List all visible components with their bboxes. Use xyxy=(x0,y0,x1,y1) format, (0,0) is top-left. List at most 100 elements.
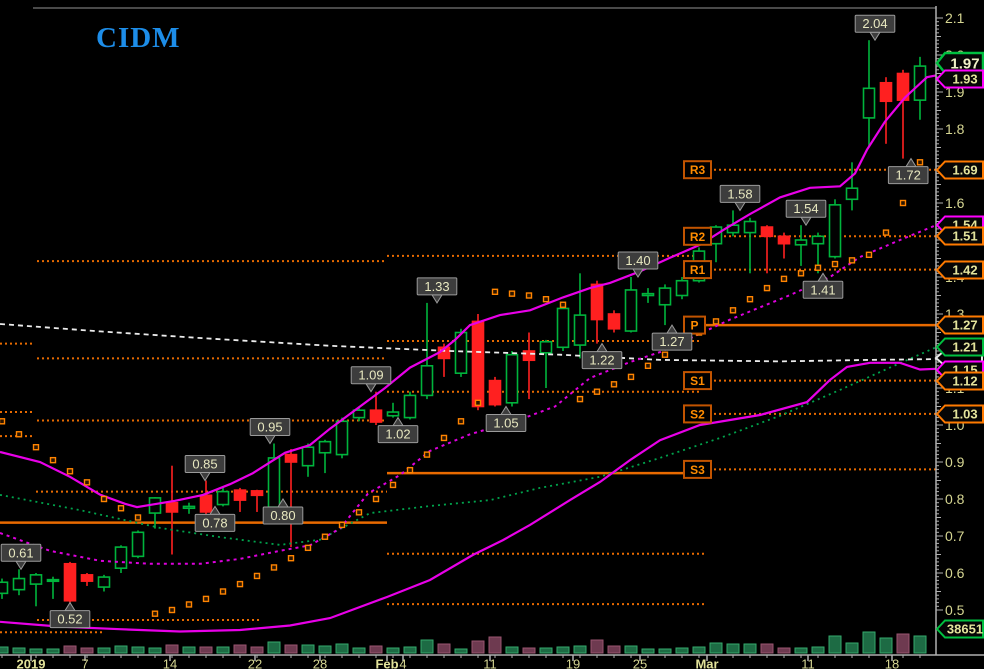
candle-body xyxy=(556,307,570,349)
candlestick[interactable] xyxy=(216,487,230,507)
callout-text: 0.80 xyxy=(270,508,295,523)
price-callout: 1.02 xyxy=(377,416,419,444)
candle-body xyxy=(352,409,366,419)
candlestick[interactable] xyxy=(709,225,723,263)
price-callout: 1.22 xyxy=(581,342,623,370)
volume-bar xyxy=(0,646,9,654)
volume-bar xyxy=(675,647,689,654)
date-label: 28 xyxy=(313,657,327,669)
candlestick[interactable] xyxy=(267,443,281,511)
price-callout: 1.33 xyxy=(416,277,458,304)
price-tag-1-21: 1.21 xyxy=(935,337,984,357)
candlestick[interactable] xyxy=(607,310,621,333)
volume-bar xyxy=(301,644,315,654)
candlestick[interactable] xyxy=(369,391,383,425)
callout-box xyxy=(617,251,659,270)
candlestick[interactable] xyxy=(675,277,689,300)
psar-dot xyxy=(576,395,584,403)
candlestick[interactable] xyxy=(828,199,842,259)
candlestick[interactable] xyxy=(505,351,519,407)
pivot-label-s1: S1 xyxy=(683,371,712,391)
candlestick[interactable] xyxy=(845,162,859,211)
psar-dot xyxy=(15,431,23,438)
candlestick[interactable] xyxy=(539,339,553,388)
candle-body xyxy=(318,440,332,454)
callout-pointer xyxy=(905,157,917,168)
candlestick[interactable] xyxy=(233,487,247,512)
candlestick[interactable] xyxy=(794,225,808,266)
candlestick[interactable] xyxy=(63,561,77,603)
candlestick[interactable] xyxy=(97,574,111,592)
candlestick[interactable] xyxy=(12,569,26,596)
candlestick[interactable] xyxy=(624,277,638,333)
candlestick[interactable] xyxy=(743,217,757,274)
callout-box xyxy=(719,184,761,203)
candlestick[interactable] xyxy=(131,530,145,559)
candlestick[interactable] xyxy=(454,328,468,377)
volume-bar xyxy=(437,643,451,654)
candlestick[interactable] xyxy=(301,443,315,477)
callout-box xyxy=(194,513,236,532)
candlestick[interactable] xyxy=(471,314,485,411)
candlestick[interactable] xyxy=(862,40,876,148)
psar-dot xyxy=(899,199,907,207)
psar-dot xyxy=(117,505,125,512)
psar-dot xyxy=(780,275,788,283)
volume-bar xyxy=(471,640,485,654)
candlestick[interactable] xyxy=(760,225,774,274)
volume-bar xyxy=(80,647,94,654)
price-tag-shape xyxy=(935,315,984,335)
candle-body xyxy=(760,226,774,238)
candle-body xyxy=(794,239,808,246)
candlestick[interactable] xyxy=(386,402,400,418)
price-tag-text: 1.97 xyxy=(950,56,979,73)
psar-dot xyxy=(729,307,737,314)
candlestick[interactable] xyxy=(573,273,587,359)
pivot-label-box xyxy=(683,226,712,246)
candlestick[interactable] xyxy=(777,232,791,259)
callout-pointer xyxy=(666,324,678,334)
symbol-title: CIDM xyxy=(96,22,181,54)
candlestick[interactable] xyxy=(80,573,94,586)
candlestick[interactable] xyxy=(0,578,9,599)
callout-text: 1.22 xyxy=(589,353,614,368)
candlestick[interactable] xyxy=(182,502,196,514)
candlestick[interactable] xyxy=(250,489,264,512)
candlestick[interactable] xyxy=(46,576,60,599)
candlestick[interactable] xyxy=(488,376,502,407)
candlestick[interactable] xyxy=(199,480,213,516)
candle-body xyxy=(403,394,417,419)
candlestick[interactable] xyxy=(896,69,910,159)
candlestick[interactable] xyxy=(165,465,179,555)
callout-box xyxy=(887,166,929,185)
price-tag-shape xyxy=(935,337,984,357)
candlestick[interactable] xyxy=(284,449,298,548)
pivot-label-r3: R3 xyxy=(683,160,712,180)
candlestick[interactable] xyxy=(29,573,43,607)
price-callout: 1.05 xyxy=(485,405,527,432)
volume-bar xyxy=(709,642,723,654)
candlestick[interactable] xyxy=(352,406,366,422)
candlestick[interactable] xyxy=(556,306,570,351)
volume-bar xyxy=(539,647,553,654)
candlestick[interactable] xyxy=(879,77,893,144)
candlestick[interactable] xyxy=(420,302,434,400)
callout-text: 0.52 xyxy=(57,612,82,627)
candlestick[interactable] xyxy=(403,391,417,420)
candlestick[interactable] xyxy=(590,280,604,344)
price-tick-label: 0.6 xyxy=(945,565,965,581)
psar-dot xyxy=(882,229,890,236)
candlestick[interactable] xyxy=(658,284,672,326)
price-tag-text: 1.93 xyxy=(952,72,977,87)
pivot-label-text: S2 xyxy=(690,407,705,421)
psar-dot xyxy=(491,288,499,295)
candlestick[interactable] xyxy=(335,417,349,459)
candlestick[interactable] xyxy=(114,545,128,573)
candlestick[interactable] xyxy=(641,288,655,303)
callout-box xyxy=(184,455,226,473)
candle-body xyxy=(386,411,400,417)
volume-bar xyxy=(488,636,502,654)
candlestick[interactable] xyxy=(522,332,536,400)
candlestick[interactable] xyxy=(318,439,332,474)
